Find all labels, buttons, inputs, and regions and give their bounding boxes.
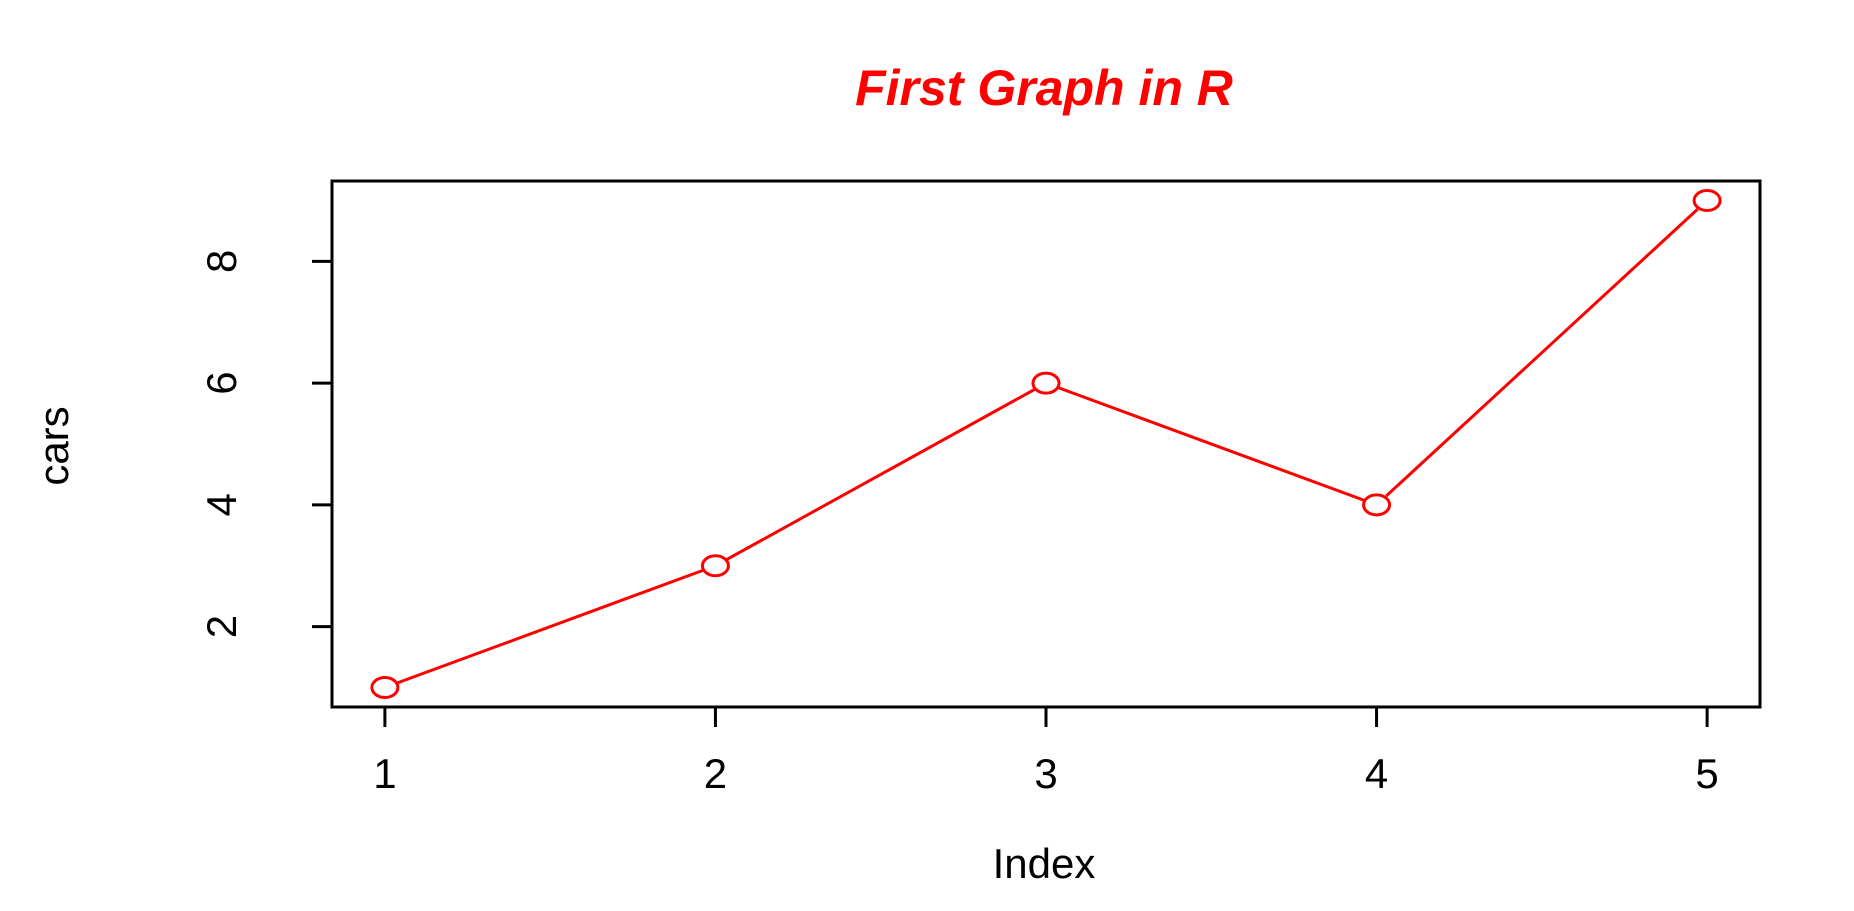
x-tick-label: 5 [1695,750,1718,797]
y-axis: 2 4 6 8 [198,250,334,638]
x-tick-label: 1 [373,750,396,797]
x-tick-label: 3 [1034,750,1057,797]
x-tick-label: 2 [704,750,727,797]
y-tick-label: 4 [198,493,245,516]
y-tick-label: 8 [198,250,245,273]
series-line-segment [726,388,1036,561]
series-line-segment [1057,386,1365,502]
y-tick-label: 2 [198,615,245,638]
series-line-segment [1385,208,1699,498]
data-point-marker [370,676,400,700]
series-line-segment [396,568,704,685]
data-point-marker [1692,188,1722,212]
x-axis: 1 2 3 4 5 [373,705,1719,797]
x-axis-label: Index [993,840,1096,887]
data-point-marker [700,554,730,578]
series-layer [370,188,1722,700]
y-tick-label: 6 [198,371,245,394]
y-axis-label: cars [30,406,77,485]
data-point-marker [1362,493,1392,517]
x-tick-label: 4 [1365,750,1388,797]
chart-title: First Graph in R [855,60,1233,116]
data-point-marker [1031,371,1061,395]
